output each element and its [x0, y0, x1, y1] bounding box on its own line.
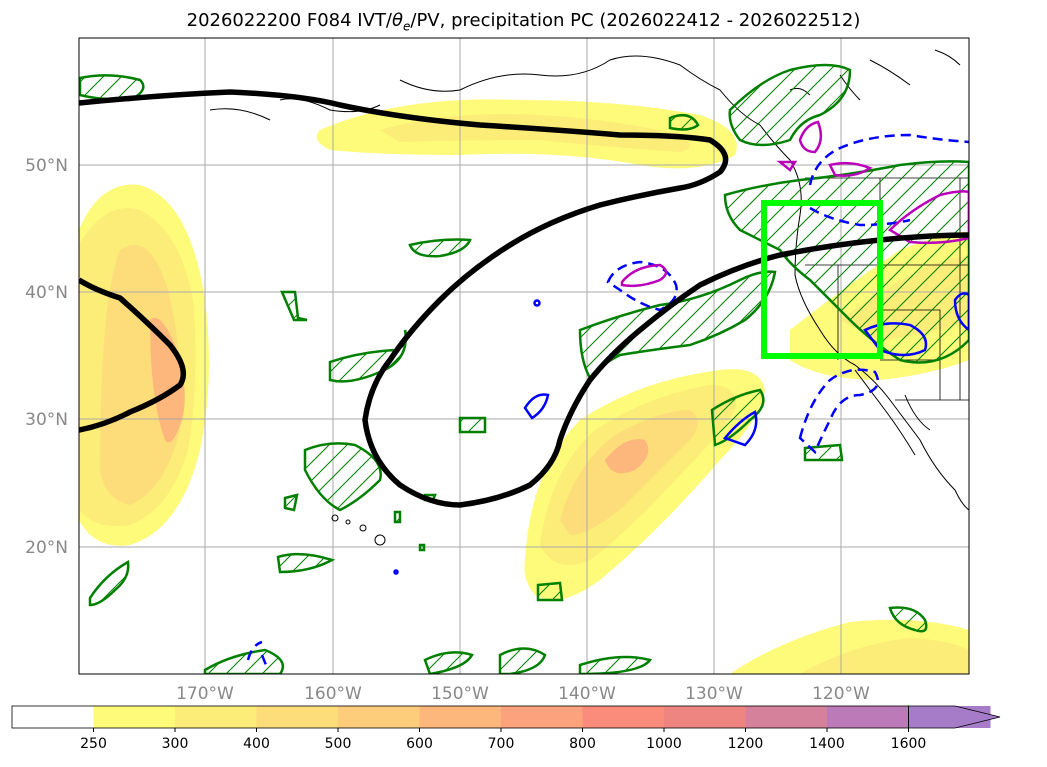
- precip-area-9: [88, 559, 130, 607]
- pv-dashed-3: [798, 368, 880, 455]
- colorbar-segment: [827, 706, 909, 728]
- lon-label-170w: 170°W: [176, 684, 234, 704]
- precip-area-14: [498, 647, 547, 674]
- precip-area-7: [803, 443, 844, 462]
- precip-area-mid: [408, 238, 472, 258]
- colorbar-tick-label: 600: [406, 736, 433, 752]
- ivt-contour-north: [79, 89, 969, 508]
- pv-contour-2: [722, 410, 758, 447]
- theta-contour-1: [620, 263, 668, 288]
- title-theta-sub: e: [403, 19, 411, 34]
- pv-contour-4: [953, 292, 969, 332]
- colorbar-border: [11, 705, 909, 729]
- theta-contour-3: [776, 160, 798, 172]
- island-4: [374, 534, 386, 546]
- pv-contour-dot-2: [393, 569, 399, 575]
- lon-label-160w: 160°W: [304, 684, 362, 704]
- island-1: [331, 514, 339, 522]
- colorbar-segment: [745, 706, 828, 728]
- precip-area-nw: [79, 74, 145, 102]
- lat-label-50: 50°N: [25, 156, 68, 176]
- ivt-contour-west: [79, 277, 187, 433]
- colorbar-tick-label: 500: [325, 736, 352, 752]
- lon-label-140w: 140°W: [558, 684, 616, 704]
- lon-label-120w: 120°W: [812, 684, 870, 704]
- lon-label-130w: 130°W: [685, 684, 743, 704]
- colorbar-tick-label: 300: [162, 736, 189, 752]
- lat-label-20: 20°N: [25, 538, 68, 558]
- island-3: [359, 524, 367, 532]
- colorbar-segment: [338, 706, 420, 728]
- pv-dashed-1: [606, 260, 678, 312]
- precip-area-18: [418, 543, 426, 552]
- colorbar-tick-label: 1000: [646, 736, 682, 752]
- precip-area-11: [888, 606, 928, 633]
- colorbar-tick-label: 1400: [809, 736, 845, 752]
- map-layers: [79, 38, 969, 674]
- precip-area-4: [458, 416, 487, 434]
- colorbar-segment: [93, 706, 176, 728]
- theta-contour-2: [798, 120, 823, 154]
- colorbar-segment: [12, 706, 94, 728]
- precip-area-alaska: [668, 113, 700, 131]
- colorbar-tick-label: 700: [488, 736, 515, 752]
- colorbar-tick-label: 800: [569, 736, 596, 752]
- colorbar-tick-label: 1600: [891, 736, 927, 752]
- precip-area-8: [276, 552, 336, 574]
- hawaii-islands: [331, 514, 386, 546]
- colorbar-tick-label: 1200: [728, 736, 764, 752]
- pv-contours: [246, 133, 969, 671]
- ivt-contours: [79, 89, 969, 508]
- precip-contours: [79, 63, 969, 674]
- precip-area-1: [280, 290, 308, 322]
- precip-area-16: [283, 493, 299, 512]
- colorbar-tick-label: 400: [243, 736, 270, 752]
- colorbar: 250 300 400 500 600 700 800 1000 1200 1400 1600: [11, 705, 1001, 752]
- precip-area-15: [578, 655, 653, 674]
- precip-area-2: [328, 329, 408, 383]
- pv-dashed-4: [246, 640, 270, 671]
- map-title: 2026022200 F084 IVT/θe/PV, precipitation…: [0, 10, 1047, 34]
- title-theta: θ: [391, 10, 403, 31]
- ivt-plume-southeast: [730, 619, 969, 674]
- theta-contour-4: [828, 161, 873, 177]
- colorbar-segment: [582, 706, 665, 728]
- precip-area-17: [393, 510, 402, 524]
- lat-label-40: 40°N: [25, 283, 68, 303]
- lon-label-150w: 150°W: [431, 684, 489, 704]
- ivt-plume-central: [524, 369, 765, 600]
- map-frame: [78, 37, 970, 675]
- colorbar-segment: [419, 706, 502, 728]
- coast-baja: [854, 369, 931, 456]
- theta-contour-5: [887, 190, 969, 245]
- theta-contours: [620, 120, 969, 288]
- colorbar-segment: [664, 706, 746, 728]
- title-prefix: 2026022200 F084 IVT/: [186, 10, 392, 31]
- target-region-box: [761, 200, 883, 359]
- pv-contour-1: [523, 393, 550, 420]
- pv-dashed-2: [808, 133, 969, 227]
- pv-contour-dot-1: [533, 299, 541, 307]
- island-2: [345, 519, 351, 525]
- precip-area-coast-north: [728, 63, 852, 147]
- pv-contour-3: [863, 322, 928, 357]
- colorbar-segment: [256, 706, 339, 728]
- title-suffix: /PV, precipitation PC (2026022412 - 2026…: [410, 10, 861, 31]
- ivt-plume-west: [79, 184, 209, 546]
- colorbar-tick-label: 250: [80, 736, 107, 752]
- precip-area-10: [536, 581, 564, 602]
- lat-label-30: 30°N: [25, 410, 68, 430]
- colorbar-segment: [175, 706, 257, 728]
- precip-area-5: [303, 442, 382, 512]
- colorbar-segment: [501, 706, 583, 728]
- precip-area-13: [423, 651, 474, 674]
